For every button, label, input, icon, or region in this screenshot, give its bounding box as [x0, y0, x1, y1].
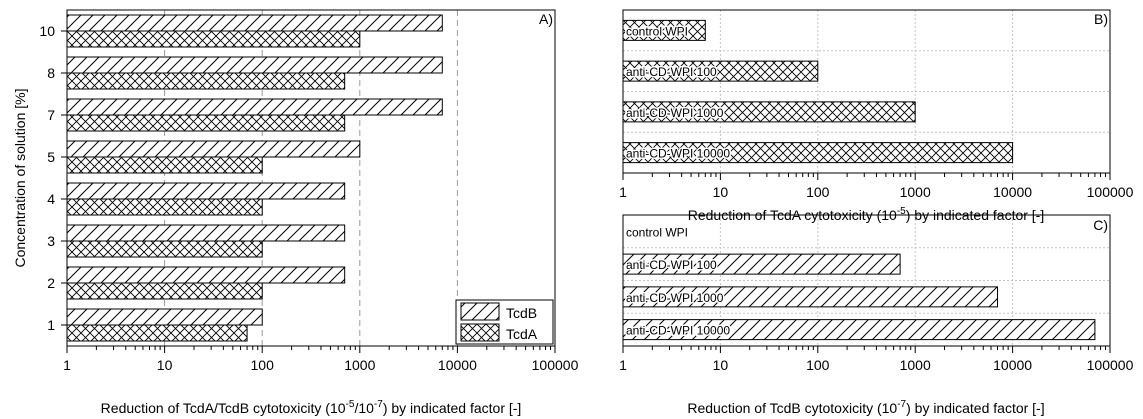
panel-b: control WPI anti-CD-WPI 100 anti-CD-WPI 10…: [619, 9, 1134, 223]
legend-label-tcdb: TcdB: [506, 305, 537, 321]
bar-tcda: [66, 240, 263, 258]
y-tick-label: 4: [47, 191, 55, 207]
bar-tcda: [66, 156, 263, 174]
x-tick-label: 10: [713, 357, 729, 373]
bar-tcda: [66, 282, 263, 300]
y-tick-label: 7: [47, 107, 55, 123]
category-label: anti-CD-WPI 1000: [626, 106, 724, 120]
bar-tcdb: [66, 14, 443, 32]
category-label: anti-CD-WPI 100: [626, 258, 717, 272]
x-tick-label: 10000: [993, 357, 1032, 373]
bar-tcdb: [66, 308, 263, 326]
category-label: anti-CD-WPI 1000: [626, 291, 724, 305]
x-tick-label: 1000: [344, 357, 375, 373]
panel-a-frame: [66, 9, 556, 347]
bar-tcda: [66, 30, 361, 48]
panel-c-x-axis-label: Reduction of TcdB cytotoxicity (10-7) by…: [687, 399, 1044, 416]
bar-tcdb: [66, 182, 346, 200]
x-tick-label: 100: [251, 357, 275, 373]
bar-tcdb: [66, 266, 346, 284]
x-tick-label: 100000: [1087, 357, 1134, 373]
y-tick-label: 1: [47, 317, 55, 333]
legend-label-tcda: TcdA: [506, 326, 538, 342]
y-tick-label: 2: [47, 275, 55, 291]
bar-tcdb: [66, 56, 443, 74]
bar-tcdb: [66, 98, 443, 116]
bar-tcda: [66, 324, 248, 342]
x-tick-label: 1: [63, 357, 71, 373]
bar-tcda: [66, 198, 263, 216]
x-tick-label: 1000: [900, 357, 931, 373]
x-tick-label: 100000: [532, 357, 579, 373]
x-tick-label: 100000: [1087, 184, 1134, 200]
panel-a-y-axis-label: Concentration of solution [%]: [12, 89, 28, 268]
x-tick-label: 100: [806, 184, 830, 200]
category-label: anti-CD-WPI 10000: [626, 324, 730, 338]
panel-a-legend: TcdB TcdA: [455, 299, 554, 345]
y-tick-label: 5: [47, 149, 55, 165]
panel-a: 1 10 100 1000 10000 100000 10 8 7 5 4 3 2 1 A) Conce…: [12, 9, 579, 416]
panel-c: control WPI anti-CD-WPI 100 anti-CD-WPI 10…: [619, 214, 1134, 416]
panel-b-label: B): [1094, 11, 1108, 27]
panel-a-bars: [66, 14, 443, 342]
x-tick-label: 1000: [900, 184, 931, 200]
panel-a-x-axis-label: Reduction of TcdA/TcdB cytotoxicity (10-…: [101, 399, 522, 416]
bar-tcdb: [66, 224, 346, 242]
panel-c-label: C): [1093, 217, 1108, 233]
category-label: control WPI: [626, 24, 688, 38]
y-tick-label: 3: [47, 233, 55, 249]
panel-b-frame: [622, 9, 1111, 174]
category-label: anti-CD-WPI 10000: [626, 147, 730, 161]
x-tick-label: 10000: [993, 184, 1032, 200]
x-tick-label: 10: [713, 184, 729, 200]
bar-tcda: [66, 72, 346, 90]
category-label: control WPI: [626, 225, 688, 239]
category-label: anti-CD-WPI 100: [626, 65, 717, 79]
y-tick-label: 10: [39, 23, 55, 39]
legend-swatch-tcdb: [460, 302, 500, 321]
panel-c-bars: control WPI anti-CD-WPI 100 anti-CD-WPI 10…: [622, 224, 1096, 341]
x-tick-label: 100: [806, 357, 830, 373]
panel-a-x-ticks: 1 10 100 1000 10000 100000: [63, 346, 579, 373]
panel-b-bars: control WPI anti-CD-WPI 100 anti-CD-WPI 10…: [622, 19, 1014, 164]
panel-a-label: A): [539, 11, 553, 27]
x-tick-label: 10: [157, 357, 173, 373]
x-tick-label: 1: [619, 184, 627, 200]
y-tick-label: 8: [47, 65, 55, 81]
x-tick-label: 1: [619, 357, 627, 373]
panel-c-frame: [622, 214, 1111, 347]
panel-c-x-ticks: 1 10 100 1000 10000 100000: [619, 346, 1134, 373]
x-tick-label: 10000: [438, 357, 477, 373]
bar-tcda: [66, 114, 346, 132]
legend-swatch-tcda: [460, 323, 500, 342]
panel-a-y-ticks: 10 8 7 5 4 3 2 1: [39, 23, 67, 333]
panel-b-x-ticks: 1 10 100 1000 10000 100000: [619, 173, 1134, 200]
panel-b-grid: [623, 10, 1110, 173]
bar-tcdb: [66, 140, 361, 158]
